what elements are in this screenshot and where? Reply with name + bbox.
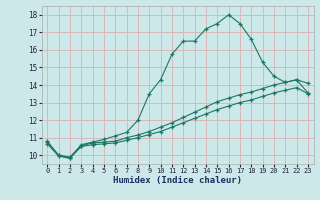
X-axis label: Humidex (Indice chaleur): Humidex (Indice chaleur): [113, 176, 242, 185]
